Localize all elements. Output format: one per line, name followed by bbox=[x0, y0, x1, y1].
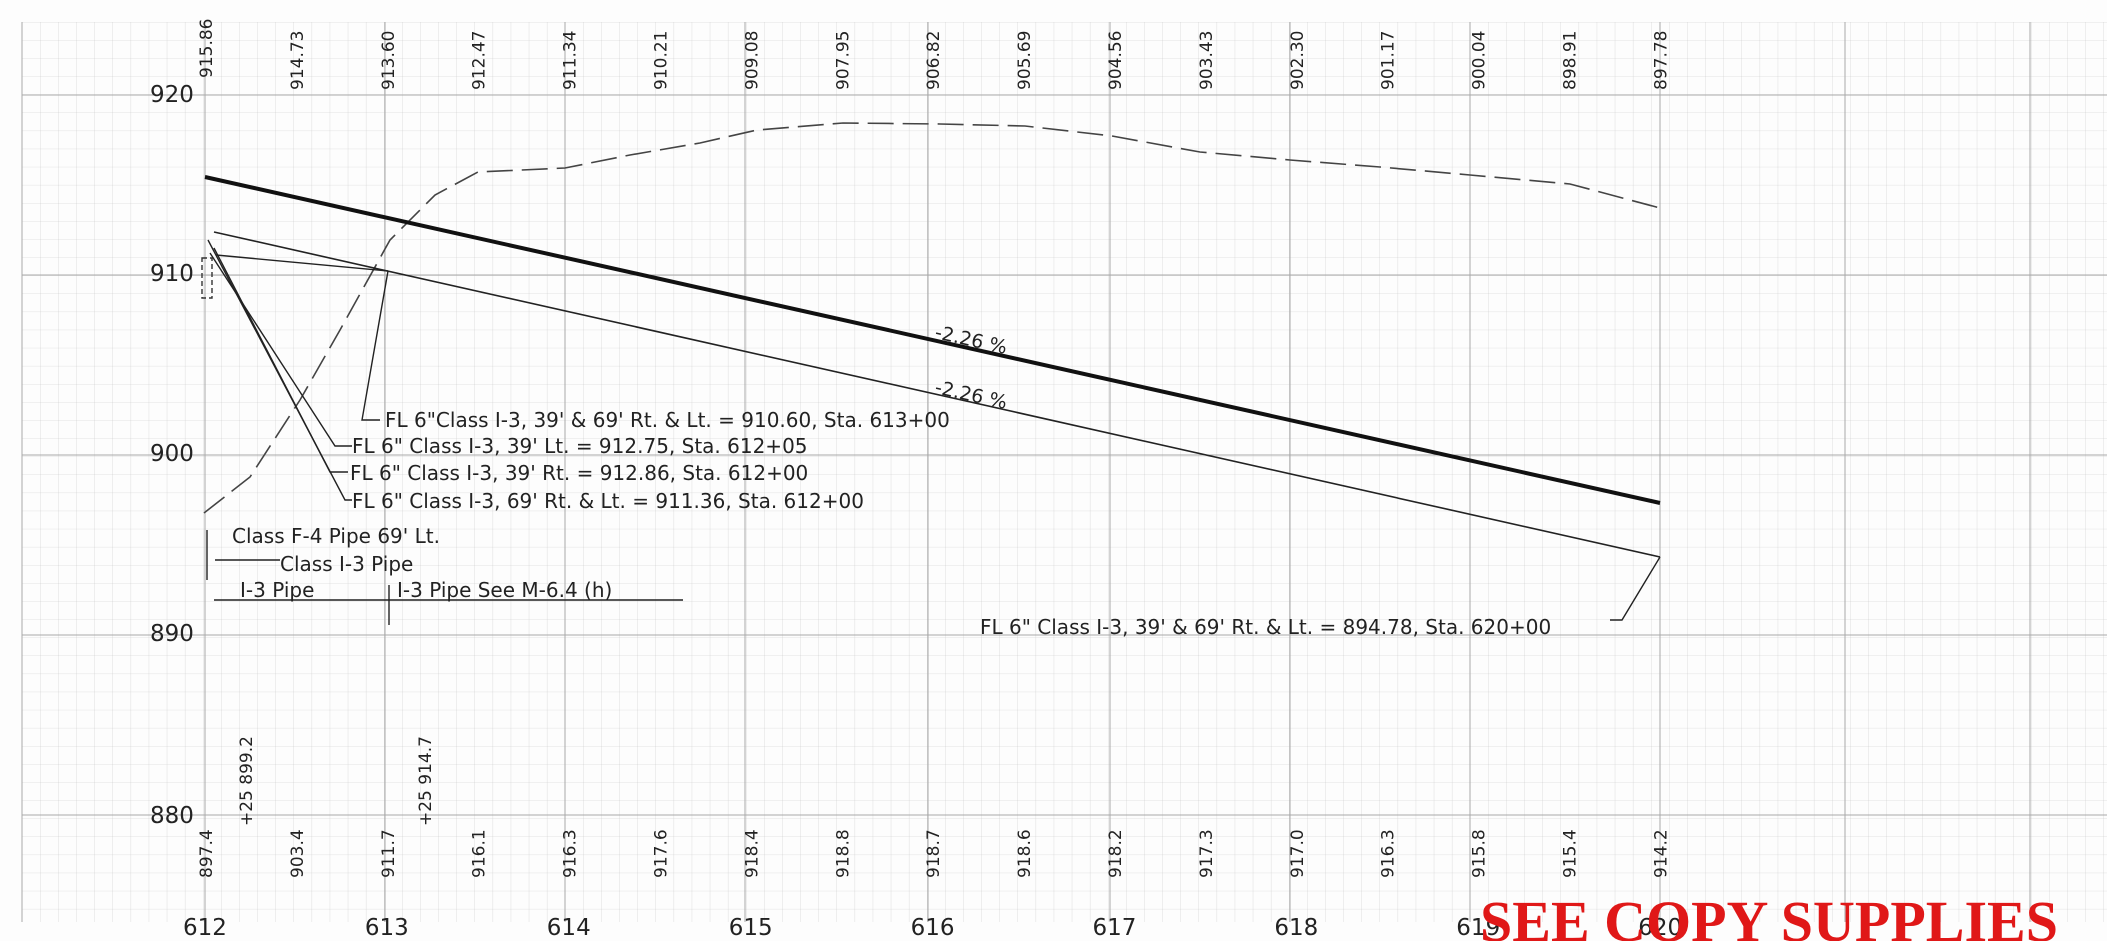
note-613: FL 6"Class I-3, 39' & 69' Rt. & Lt. = 91… bbox=[385, 408, 950, 432]
grade-elevation-label: 907.95 bbox=[833, 31, 853, 90]
grade-elevation-label: 910.21 bbox=[652, 31, 672, 90]
ground-elevation-row: 897.4 903.4 911.7 916.1 916.3 917.6 918.4 918.8… bbox=[197, 829, 1671, 878]
grade-elevation-label: 902.30 bbox=[1288, 31, 1308, 90]
station-label: 618 bbox=[1274, 915, 1318, 941]
ground-elevation-label: 918.8 bbox=[833, 829, 853, 878]
ground-elevation-label: 916.1 bbox=[470, 829, 490, 878]
pipe-label-f4: Class F-4 Pipe 69' Lt. bbox=[232, 524, 440, 548]
elevation-label: 910 bbox=[150, 261, 194, 287]
ground-elevation-label: 911.7 bbox=[379, 829, 399, 878]
station-label: 615 bbox=[729, 915, 773, 941]
grade-elevation-label: 913.60 bbox=[379, 31, 399, 90]
grade-elevation-label: 915.86 bbox=[197, 19, 217, 78]
ground-elevation-label: 918.6 bbox=[1015, 829, 1035, 878]
pipe-label-i3: Class I-3 Pipe bbox=[280, 552, 413, 576]
ground-elevation-label: 918.7 bbox=[924, 829, 944, 878]
ground-profile-line bbox=[203, 122, 1661, 514]
grade-line bbox=[204, 175, 1661, 505]
grade-elevation-label: 909.08 bbox=[742, 31, 762, 90]
plus-label-2: +25 914.7 bbox=[416, 736, 436, 826]
ground-elevation-label: 903.4 bbox=[288, 829, 308, 878]
grade-elevation-label: 904.56 bbox=[1106, 31, 1126, 90]
elevation-label: 920 bbox=[150, 82, 194, 108]
flow-line bbox=[213, 231, 1661, 558]
grade-elevation-label: 914.73 bbox=[288, 31, 308, 90]
station-label: 614 bbox=[547, 915, 591, 941]
note-leaders bbox=[206, 239, 1661, 625]
plus-label-1: +25 899.2 bbox=[237, 736, 257, 826]
ground-elevation-label: 917.0 bbox=[1288, 829, 1308, 878]
grid-major bbox=[21, 22, 2107, 922]
grade-elevation-label: 911.34 bbox=[561, 31, 581, 90]
station-label: 612 bbox=[183, 915, 227, 941]
grade-elevation-label: 905.69 bbox=[1015, 31, 1035, 90]
ground-elevation-label: 917.6 bbox=[652, 829, 672, 878]
note-612-05: FL 6" Class I-3, 39' Lt. = 912.75, Sta. … bbox=[352, 434, 808, 458]
ground-elevation-label: 915.8 bbox=[1470, 829, 1490, 878]
station-label: 620 bbox=[1638, 915, 1682, 941]
ground-elevation-label: 897.4 bbox=[197, 829, 217, 878]
ground-elevation-label: 918.4 bbox=[742, 829, 762, 878]
note-612-69: FL 6" Class I-3, 69' Rt. & Lt. = 911.36,… bbox=[352, 489, 864, 513]
grid-minor bbox=[22, 22, 2107, 922]
ground-elevation-label: 916.3 bbox=[1379, 829, 1399, 878]
grade-elevation-label: 903.43 bbox=[1197, 31, 1217, 90]
ground-elevation-label: 918.2 bbox=[1106, 829, 1126, 878]
station-label: 617 bbox=[1093, 915, 1137, 941]
elevation-axis: 920 910 900 890 880 bbox=[150, 82, 194, 829]
pipe-label-i3-see: I-3 Pipe See M-6.4 (h) bbox=[397, 578, 612, 602]
ground-elevation-label: 917.3 bbox=[1197, 829, 1217, 878]
ground-elevation-label: 915.4 bbox=[1561, 829, 1581, 878]
grade-elevation-label: 906.82 bbox=[924, 31, 944, 90]
station-label: 616 bbox=[911, 915, 955, 941]
ground-elevation-label: 916.3 bbox=[561, 829, 581, 878]
station-label: 613 bbox=[365, 915, 409, 941]
grade-elevation-label: 901.17 bbox=[1379, 31, 1399, 90]
elevation-label: 900 bbox=[150, 441, 194, 467]
pipe-label-i3-short: I-3 Pipe bbox=[240, 578, 314, 602]
station-label: 619 bbox=[1456, 915, 1500, 941]
pipe-symbol bbox=[201, 257, 213, 299]
grade-elevation-label: 900.04 bbox=[1470, 31, 1490, 90]
elevation-label: 880 bbox=[150, 803, 194, 829]
grade-elevation-label: 912.47 bbox=[470, 31, 490, 90]
note-620: FL 6" Class I-3, 39' & 69' Rt. & Lt. = 8… bbox=[980, 615, 1551, 639]
copy-stamp: SEE COPY SUPPLIES bbox=[1480, 889, 2058, 941]
elevation-label: 890 bbox=[150, 621, 194, 647]
grade-elevation-label: 898.91 bbox=[1561, 31, 1581, 90]
note-612-39rt: FL 6" Class I-3, 39' Rt. = 912.86, Sta. … bbox=[350, 461, 808, 485]
ground-elevation-label: 914.2 bbox=[1651, 829, 1671, 878]
grade-elevation-row: 915.86 914.73 913.60 912.47 911.34 910.21 909.… bbox=[197, 19, 1671, 90]
grade-elevation-label: 897.78 bbox=[1651, 31, 1671, 90]
station-axis: 612 613 614 615 616 617 618 619 620 bbox=[183, 915, 1682, 941]
flow-line-69 bbox=[215, 254, 389, 272]
